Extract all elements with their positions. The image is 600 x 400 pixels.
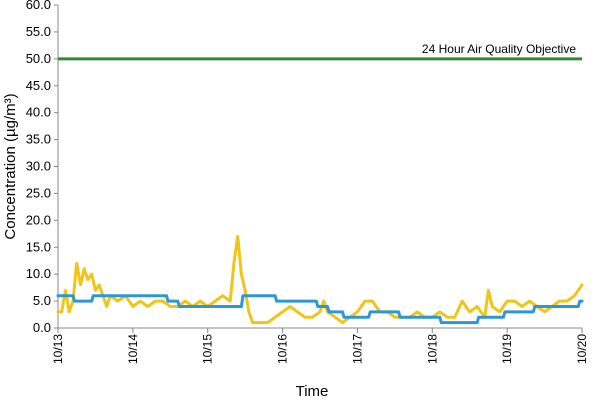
series-line-2 [56,294,584,325]
y-tick-label: 0.0 [33,320,51,335]
x-tick-label: 10/19 [500,334,514,364]
y-tick-label: 5.0 [33,293,51,308]
x-tick-label: 10/14 [126,334,140,364]
series-line-1 [56,235,584,325]
y-tick-label: 40.0 [26,105,51,120]
y-tick-label: 35.0 [26,132,51,147]
x-tick-label: 10/17 [350,334,364,364]
x-tick-label: 10/16 [276,334,290,364]
y-axis-title: Concentration (µg/m³) [2,93,19,239]
y-tick-label: 15.0 [26,239,51,254]
y-tick-label: 50.0 [26,51,51,66]
y-tick-label: 45.0 [26,78,51,93]
objective-label: 24 Hour Air Quality Objective [422,42,576,56]
y-tick-label: 25.0 [26,185,51,200]
x-tick-label: 10/13 [51,334,65,364]
y-tick-label: 30.0 [26,159,51,174]
y-tick-label: 10.0 [26,266,51,281]
y-tick-label: 20.0 [26,212,51,227]
x-axis-title: Time [296,383,329,400]
x-tick-label: 10/20 [575,334,589,364]
x-tick-label: 10/15 [201,334,215,364]
y-tick-label: 60.0 [26,0,51,12]
x-tick-label: 10/18 [425,334,439,364]
y-tick-label: 55.0 [26,24,51,39]
